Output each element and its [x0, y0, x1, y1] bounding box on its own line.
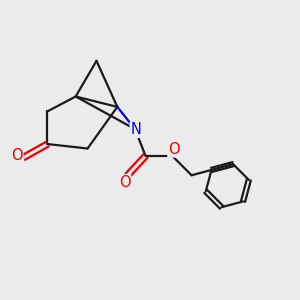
Text: N: N [130, 122, 141, 137]
Text: O: O [11, 148, 23, 164]
Text: O: O [119, 175, 130, 190]
Text: O: O [168, 142, 180, 157]
